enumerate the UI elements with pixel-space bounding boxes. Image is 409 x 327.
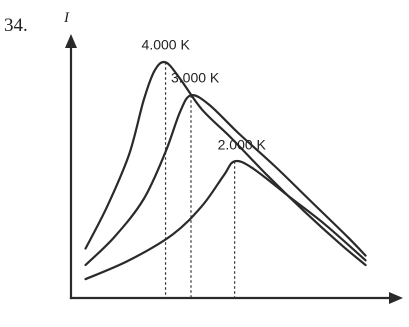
curve-label-4-000-k: 4.000 K: [142, 36, 191, 52]
y-axis-label: I: [63, 10, 70, 26]
curve-label-3-000-k: 3.000 K: [171, 69, 220, 85]
x-axis-arrow-icon: [389, 292, 403, 304]
curve-3-000-k: [84, 94, 367, 267]
curve-4-000-k: [84, 60, 367, 267]
y-axis-arrow-icon: [65, 34, 77, 48]
question-number: 34.: [4, 15, 28, 36]
chart-marks: 4.000 K 3.000 K 2.000 K: [84, 36, 367, 298]
curve-2-000-k: [84, 159, 367, 281]
curve-label-2-000-k: 2.000 K: [218, 136, 267, 152]
chart-plot: I 4.000 K 3.000 K 2.000 K: [63, 10, 403, 304]
